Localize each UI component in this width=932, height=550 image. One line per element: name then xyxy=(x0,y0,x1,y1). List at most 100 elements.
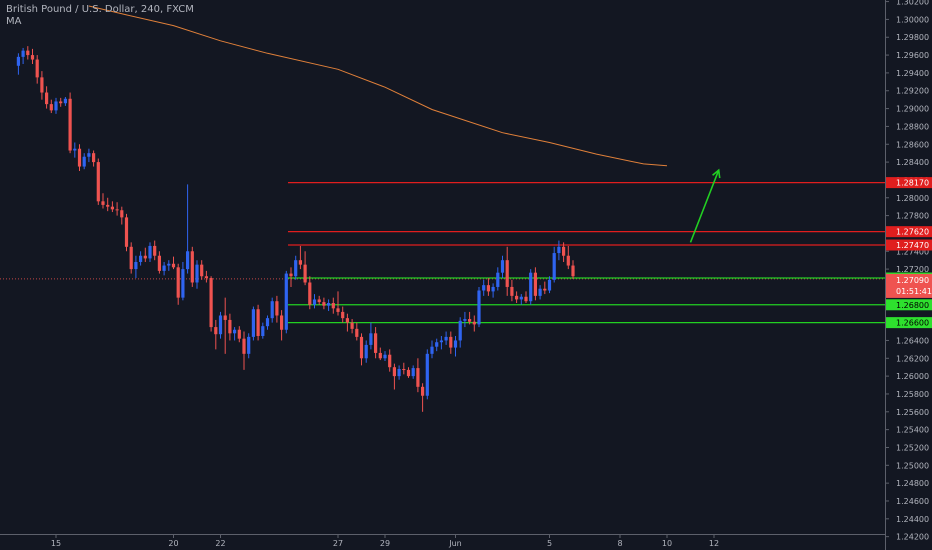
candle-bullish xyxy=(186,251,190,270)
time-tick-label: 8 xyxy=(617,539,622,548)
level-price-label-bg xyxy=(886,239,932,251)
candle-bullish xyxy=(21,50,25,57)
candle-bullish xyxy=(463,319,467,321)
current-price-tag-bg xyxy=(886,273,932,298)
candle-bullish xyxy=(87,153,91,157)
candle-bullish xyxy=(218,315,223,335)
projection-arrow-head xyxy=(712,168,721,179)
candle-bearish xyxy=(416,368,420,387)
price-tick-label: 1.27200 xyxy=(896,265,929,274)
moving-average-line xyxy=(88,5,668,167)
candle-bearish xyxy=(256,309,260,336)
time-tick-label: 12 xyxy=(709,539,719,548)
time-tick-label: 5 xyxy=(547,539,552,548)
candle-bearish xyxy=(45,92,49,105)
symbol-title[interactable]: British Pound / U.S. Dollar, 240, FXCM xyxy=(6,4,194,15)
level-price-label: 1.27470 xyxy=(896,241,929,250)
candle-bullish xyxy=(411,368,415,377)
candle-bullish xyxy=(134,261,138,270)
price-tick-label: 1.27400 xyxy=(896,247,929,256)
candle-bearish xyxy=(486,285,490,292)
candle-bearish xyxy=(515,295,519,300)
candle-bearish xyxy=(298,260,302,265)
candle-bearish xyxy=(359,336,364,359)
candle-bearish xyxy=(378,352,382,359)
price-tick-label: 1.30000 xyxy=(896,15,929,24)
candle-bearish xyxy=(275,301,279,316)
price-tick-label: 1.29200 xyxy=(896,87,929,96)
candle-bearish xyxy=(280,315,284,330)
candle-bullish xyxy=(247,336,251,354)
candle-bullish xyxy=(397,368,401,377)
price-tick-label: 1.25400 xyxy=(896,426,929,435)
candle-bearish xyxy=(129,246,133,270)
candle-bearish xyxy=(35,59,39,78)
candle-bearish xyxy=(533,272,537,296)
candle-bearish xyxy=(171,263,176,268)
candle-bearish xyxy=(176,267,180,298)
candle-bullish xyxy=(265,318,270,327)
candle-bearish xyxy=(308,282,312,305)
candle-bullish xyxy=(435,342,439,347)
candle-bearish xyxy=(524,296,528,302)
candle-bearish xyxy=(77,148,82,167)
level-price-label-bg xyxy=(886,317,932,329)
candle-bearish xyxy=(115,209,119,211)
candle-bearish xyxy=(153,245,157,256)
candle-bearish xyxy=(40,77,44,93)
candle-bearish xyxy=(468,319,472,322)
candle-bullish xyxy=(552,253,556,280)
candle-bullish xyxy=(54,101,58,111)
price-tick-label: 1.26200 xyxy=(896,354,929,363)
candle-bullish xyxy=(538,288,542,296)
price-tick-label: 1.25000 xyxy=(896,461,929,470)
candle-bearish xyxy=(157,255,161,271)
candle-bullish xyxy=(284,273,288,330)
price-tick-label: 1.28400 xyxy=(896,158,929,167)
price-tick-label: 1.29400 xyxy=(896,69,929,78)
time-axis-layer: 15 20 22 27 29 Jun 5 8 10 12 xyxy=(0,534,885,550)
candle-bearish xyxy=(30,55,35,60)
candle-bearish xyxy=(331,302,335,309)
candle-bullish xyxy=(482,285,486,291)
candle-bullish xyxy=(430,346,434,354)
price-tick-label: 1.28800 xyxy=(896,122,929,131)
candles-layer xyxy=(16,46,575,412)
candle-bearish xyxy=(237,329,241,339)
projection-arrow-layer xyxy=(689,168,721,243)
candle-bearish xyxy=(190,251,194,283)
time-tick-label: 29 xyxy=(380,539,390,548)
candle-bearish xyxy=(566,255,570,266)
candle-bearish xyxy=(322,302,326,306)
time-tick-label: Jun xyxy=(448,539,462,548)
level-price-label-bg xyxy=(886,299,932,311)
candle-bullish xyxy=(491,286,495,292)
level-price-label: 1.26800 xyxy=(896,301,929,310)
price-tick-label: 1.25600 xyxy=(896,408,929,417)
level-price-label: 1.26600 xyxy=(896,319,929,328)
candle-bearish xyxy=(242,338,246,354)
candle-bearish xyxy=(510,286,514,296)
candle-bullish xyxy=(453,340,458,348)
price-tick-label: 1.25800 xyxy=(896,390,929,399)
time-axis-bg xyxy=(0,534,885,550)
candle-bearish xyxy=(96,162,100,202)
candle-bearish xyxy=(355,328,359,337)
price-axis-layer: 1.30200 1.30000 1.29800 1.29600 1.29400 1.292… xyxy=(885,0,932,550)
candle-bearish xyxy=(124,217,129,247)
time-tick-label: 15 xyxy=(51,539,61,548)
candle-bearish xyxy=(543,288,547,291)
price-tick-label: 1.28600 xyxy=(896,140,929,149)
indicator-label[interactable]: MA xyxy=(6,16,22,27)
candle-bearish xyxy=(289,273,293,277)
candle-bearish xyxy=(374,333,378,353)
time-tick-label: 20 xyxy=(168,539,178,548)
candle-bullish xyxy=(261,326,265,336)
candle-bullish xyxy=(425,353,429,396)
candle-bearish xyxy=(223,315,227,320)
candle-bullish xyxy=(233,329,237,334)
candle-bullish xyxy=(500,260,505,273)
candle-bearish xyxy=(143,255,147,259)
